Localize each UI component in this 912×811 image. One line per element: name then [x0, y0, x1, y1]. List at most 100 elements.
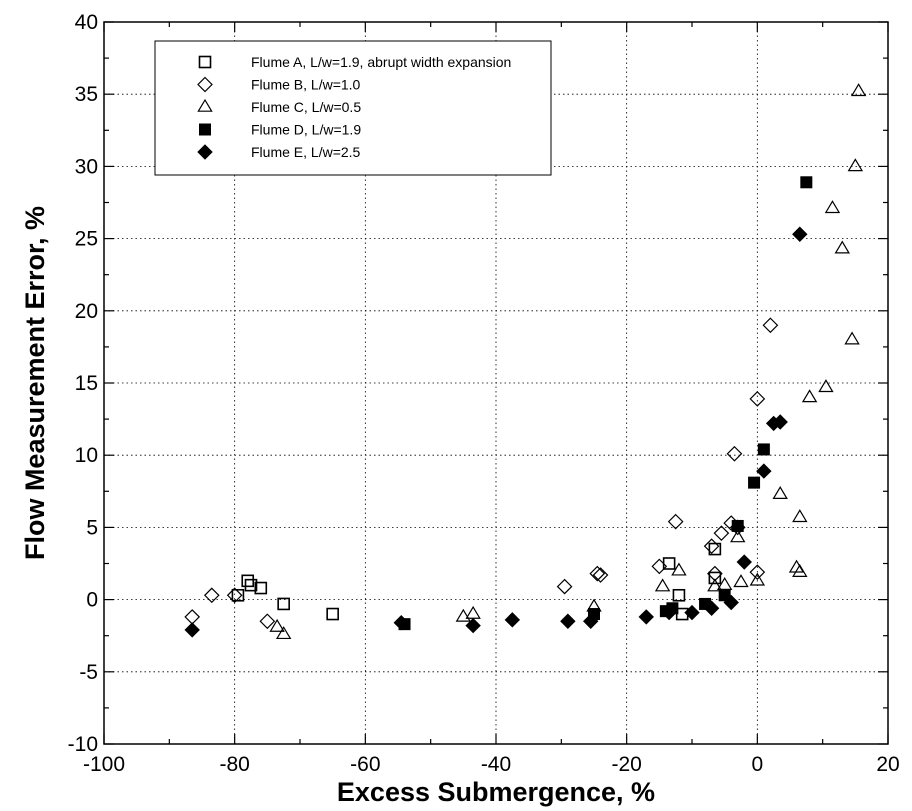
- data-point: [850, 83, 867, 97]
- data-point: [723, 594, 739, 611]
- series-flume-e: [184, 226, 808, 638]
- data-point: [772, 414, 788, 430]
- data-point: [726, 445, 743, 462]
- data-point: [465, 617, 481, 634]
- data-point: [736, 554, 752, 570]
- data-point: [465, 605, 481, 619]
- data-point: [844, 331, 860, 345]
- legend-label: Flume D, L/w=1.9: [251, 122, 361, 138]
- data-point: [708, 571, 722, 585]
- y-tick-labels: -10 -5 0 5 10 15 20 25 30 35 40: [68, 11, 98, 756]
- x-tick-label: 20: [876, 753, 899, 776]
- x-axis-title: Excess Submergence, %: [337, 777, 655, 807]
- data-point: [259, 613, 276, 630]
- legend-label: Flume E, L/w=2.5: [251, 144, 361, 160]
- data-points: [184, 83, 867, 640]
- y-tick-label: 40: [75, 11, 98, 34]
- y-tick-label: -5: [79, 661, 98, 684]
- data-point: [661, 604, 677, 621]
- data-point: [730, 529, 746, 543]
- y-tick-label: 15: [75, 372, 98, 395]
- legend-marker: [197, 144, 213, 160]
- x-tick-label: -60: [350, 753, 380, 776]
- data-point: [560, 613, 576, 629]
- data-point: [749, 572, 766, 586]
- legend-marker: [197, 98, 213, 112]
- data-point: [667, 513, 684, 530]
- legend-label: Flume C, L/w=0.5: [251, 99, 361, 115]
- x-tick-label: -20: [611, 753, 641, 776]
- data-point: [231, 588, 245, 602]
- data-point: [241, 574, 255, 588]
- data-point: [326, 607, 339, 621]
- data-point: [762, 317, 779, 334]
- y-tick-label: 30: [75, 155, 98, 178]
- data-point: [801, 389, 818, 403]
- legend-box: [154, 40, 552, 176]
- data-point: [583, 613, 599, 629]
- data-point: [756, 463, 772, 479]
- data-point: [718, 589, 731, 602]
- data-point: [184, 609, 201, 625]
- data-point: [749, 564, 766, 581]
- y-tick-label: 25: [75, 228, 98, 251]
- data-point: [254, 581, 268, 595]
- data-point: [749, 391, 766, 407]
- data-point: [800, 176, 813, 189]
- y-axis-title: Flow Measurement Error, %: [20, 206, 50, 560]
- data-point: [277, 597, 290, 611]
- data-point: [772, 486, 788, 499]
- data-point: [733, 574, 749, 588]
- axis-ticks: [103, 21, 889, 745]
- y-tick-label: 20: [75, 300, 98, 323]
- data-point: [654, 578, 671, 592]
- data-point: [592, 567, 609, 583]
- data-point: [792, 226, 808, 242]
- data-point: [504, 612, 521, 628]
- data-point: [703, 538, 720, 555]
- y-tick-label: -10: [68, 733, 98, 756]
- series-flume-c: [269, 83, 867, 640]
- y-tick-label: 35: [75, 83, 98, 106]
- y-tick-label: 5: [86, 516, 98, 539]
- data-point: [731, 519, 744, 532]
- data-point: [757, 443, 770, 456]
- legend-item: Flume B, L/w=1.0: [197, 77, 361, 93]
- series-flume-a: [231, 542, 722, 621]
- data-point: [792, 563, 808, 577]
- data-point: [792, 509, 808, 523]
- data-point: [455, 608, 472, 622]
- x-tick-label: -100: [83, 753, 125, 776]
- data-point: [651, 558, 668, 575]
- data-point: [847, 158, 864, 172]
- legend-label: Flume B, L/w=1.0: [251, 77, 361, 93]
- data-point: [203, 587, 220, 604]
- legend-marker: [199, 123, 211, 136]
- data-point: [707, 578, 723, 592]
- x-tick-labels: -100 -80 -60 -40 -20 0 20: [83, 753, 900, 776]
- legend: Flume A, L/w=1.9, abrupt width expansion…: [154, 40, 552, 176]
- data-point: [269, 618, 285, 632]
- y-tick-label: 10: [75, 444, 98, 467]
- data-point: [703, 600, 720, 616]
- data-point: [638, 609, 654, 625]
- x-tick-label: -80: [219, 753, 249, 776]
- data-point: [275, 626, 292, 640]
- legend-item: Flume A, L/w=1.9, abrupt width expansion: [198, 54, 511, 70]
- series-flume-b: [184, 317, 779, 630]
- y-tick-label: 0: [86, 589, 98, 612]
- data-point: [684, 604, 700, 621]
- legend-item: Flume E, L/w=2.5: [197, 144, 361, 160]
- data-point: [672, 588, 686, 602]
- data-point: [708, 542, 722, 556]
- legend-label: Flume A, L/w=1.9, abrupt width expansion: [251, 54, 511, 70]
- data-point: [393, 614, 409, 631]
- data-point: [824, 200, 841, 214]
- legend-item: Flume D, L/w=1.9: [199, 122, 361, 138]
- data-point: [818, 379, 834, 393]
- data-point: [244, 578, 258, 592]
- x-tick-label: 0: [751, 753, 763, 776]
- data-point: [556, 578, 573, 595]
- data-point: [748, 476, 761, 489]
